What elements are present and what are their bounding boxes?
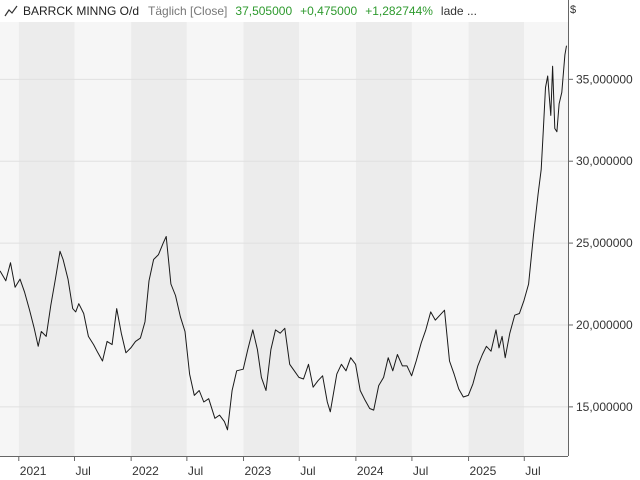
y-axis: 15,000000 20,000000 25,000000 30,000000 35,0… xyxy=(568,0,633,456)
y-tick-label: 15,000000 xyxy=(576,400,633,414)
y-tick-label: 35,000000 xyxy=(576,72,633,86)
y-tick-label: 20,000000 xyxy=(576,318,633,332)
change-percent: +1,282744% xyxy=(365,4,433,18)
x-tick-label: Jul xyxy=(188,464,203,478)
instrument-name[interactable]: BARRCK MINNG O/d xyxy=(23,4,140,18)
background-band xyxy=(186,22,244,456)
x-tick-label: 2025 xyxy=(470,464,497,478)
plot-area xyxy=(0,45,567,431)
x-tick-label: 2023 xyxy=(245,464,272,478)
background-band xyxy=(411,22,469,456)
background-band xyxy=(355,22,412,456)
interval-label[interactable]: Täglich [Close] xyxy=(148,4,228,18)
x-tick-label: 2024 xyxy=(357,464,384,478)
background-band xyxy=(18,22,75,456)
x-axis: 2021 Jul 2022 Jul 2023 Jul 2024 Jul 2025 Jul xyxy=(0,456,568,478)
line-chart-icon[interactable] xyxy=(4,5,18,17)
background-band xyxy=(299,22,356,456)
x-tick-label: Jul xyxy=(525,464,540,478)
x-tick-label: 2021 xyxy=(20,464,47,478)
background-band xyxy=(524,22,568,456)
horizontal-gridlines xyxy=(0,78,568,408)
currency-label: $ xyxy=(570,4,577,16)
background-band xyxy=(131,22,187,456)
y-tick-label: 25,000000 xyxy=(576,236,633,250)
x-tick-label: Jul xyxy=(300,464,315,478)
x-tick-label: Jul xyxy=(76,464,91,478)
x-tick-label: 2022 xyxy=(132,464,159,478)
background-bands xyxy=(0,22,568,456)
y-tick-label: 30,000000 xyxy=(576,154,633,168)
background-band xyxy=(468,22,525,456)
change-absolute: +0,475000 xyxy=(300,4,358,18)
price-line xyxy=(0,45,567,431)
background-band xyxy=(0,22,19,456)
x-tick-label: Jul xyxy=(413,464,428,478)
chart-header: BARRCK MINNG O/d Täglich [Close] 37,5050… xyxy=(0,0,568,22)
background-band xyxy=(74,22,132,456)
loading-status: lade ... xyxy=(440,4,477,18)
last-price: 37,505000 xyxy=(235,4,293,18)
background-band xyxy=(243,22,300,456)
